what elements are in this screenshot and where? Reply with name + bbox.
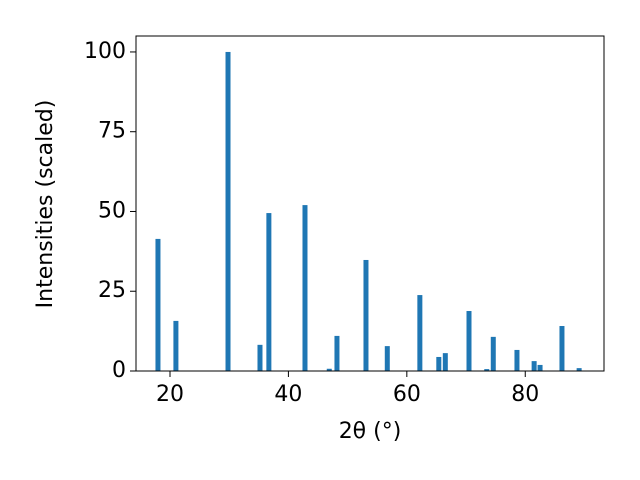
bar — [417, 295, 423, 371]
bar — [334, 335, 340, 371]
bar — [266, 213, 272, 371]
y-tick-label: 0 — [112, 358, 126, 383]
y-tick-label: 75 — [98, 119, 126, 144]
bar — [531, 361, 537, 371]
x-tick-label: 20 — [156, 382, 184, 407]
bar — [225, 51, 231, 371]
bar — [514, 349, 520, 371]
bar — [576, 368, 582, 371]
bar — [363, 259, 369, 371]
bar — [326, 368, 332, 371]
bar — [302, 205, 308, 371]
bar — [436, 356, 442, 371]
y-tick-label: 100 — [84, 39, 126, 64]
bar — [559, 326, 565, 371]
bar — [173, 320, 179, 371]
bar — [442, 353, 448, 371]
bar — [537, 364, 543, 371]
bar — [484, 369, 490, 371]
plot-frame — [135, 35, 605, 372]
x-tick-label: 80 — [511, 382, 539, 407]
y-tick-label: 25 — [98, 278, 126, 303]
y-axis-label: Intensities (scaled) — [33, 100, 58, 309]
y-tick-label: 50 — [98, 198, 126, 223]
x-tick-label: 60 — [393, 382, 421, 407]
x-tick-label: 40 — [274, 382, 302, 407]
bar — [384, 346, 390, 371]
bar — [155, 238, 161, 371]
bar — [490, 336, 496, 371]
bar — [257, 344, 263, 371]
x-axis-label: 2θ (°) — [339, 419, 402, 444]
bar — [466, 311, 472, 371]
